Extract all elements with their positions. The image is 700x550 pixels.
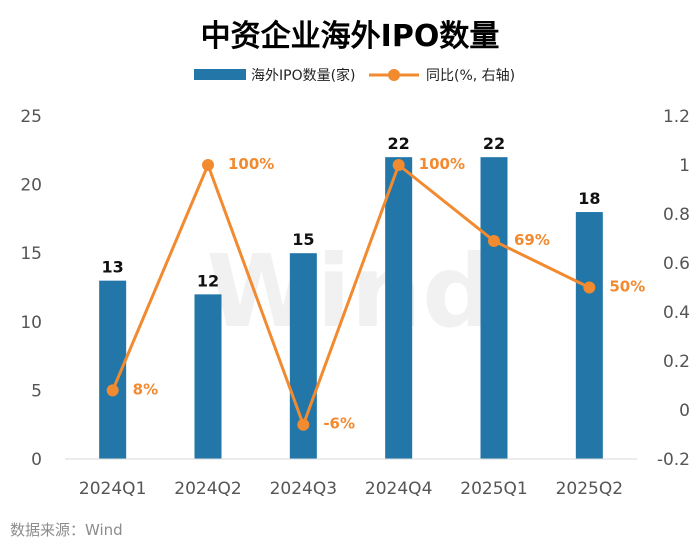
line-value-label: 8%: [133, 380, 158, 398]
right-axis-tick-label: 0.6: [663, 254, 690, 274]
legend-bar-label: 海外IPO数量(家): [251, 67, 356, 84]
bar-value-label: 22: [388, 134, 410, 153]
left-axis-tick-label: 0: [31, 450, 42, 470]
legend-line-marker: [388, 69, 400, 81]
line-series: 8% 100% -6% 100% 69% 50%: [106, 155, 645, 433]
right-axis-tick-label: 0: [679, 401, 690, 421]
line-point: [392, 159, 405, 171]
chart-title: 中资企业海外IPO数量: [201, 19, 500, 54]
right-axis-tick-label: 0.8: [663, 205, 690, 225]
line-value-label: 69%: [514, 231, 550, 249]
bar: [480, 157, 508, 459]
line-value-label: 50%: [609, 278, 645, 296]
line-value-label: -6%: [323, 415, 355, 433]
bar-value-label: 22: [483, 134, 505, 153]
bar-value-label: 18: [578, 189, 600, 208]
right-axis-tick-label: 1.2: [663, 107, 690, 127]
left-axis-tick-label: 10: [20, 313, 42, 333]
left-axis-tick-label: 20: [20, 176, 42, 196]
right-axis: -0.2 0 0.2 0.4 0.6 0.8 1 1.2: [657, 107, 690, 470]
line-point: [583, 281, 596, 294]
legend: 海外IPO数量(家) 同比(%, 右轴): [194, 67, 515, 84]
line-value-label: 100%: [419, 155, 465, 173]
source-note: 数据来源：Wind: [10, 521, 123, 539]
bar: [575, 212, 603, 459]
line-point: [202, 159, 214, 171]
right-axis-tick-label: 0.2: [663, 352, 690, 372]
x-axis-tick-label: 2025Q1: [460, 479, 527, 499]
bar-value-label: 15: [292, 230, 314, 249]
x-axis-tick-label: 2024Q2: [174, 479, 241, 499]
bar-value-label: 12: [197, 271, 219, 290]
left-axis: 0 5 10 15 20 25: [20, 107, 42, 470]
line-point: [106, 384, 119, 397]
left-axis-tick-label: 15: [20, 244, 42, 264]
bar: [194, 294, 222, 459]
bar-value-label: 13: [102, 258, 124, 277]
x-axis-tick-label: 2024Q3: [270, 479, 337, 499]
legend-line-label: 同比(%, 右轴): [426, 68, 515, 84]
left-axis-tick-label: 5: [31, 381, 42, 401]
line-point: [297, 418, 310, 431]
line-point: [488, 234, 500, 247]
right-axis-tick-label: 0.4: [663, 303, 690, 323]
x-axis-tick-label: 2025Q2: [556, 479, 623, 499]
watermark: Wind: [206, 233, 493, 350]
line-value-label: 100%: [228, 155, 274, 173]
x-axis-tick-label: 2024Q4: [365, 479, 432, 499]
left-axis-tick-label: 25: [20, 107, 42, 127]
legend-bar-swatch: [194, 69, 246, 80]
right-axis-tick-label: -0.2: [657, 450, 690, 470]
right-axis-tick-label: 1: [679, 156, 690, 176]
bar: [385, 157, 413, 459]
x-axis: 2024Q1 2024Q2 2024Q3 2024Q4 2025Q1 2025Q2: [79, 479, 623, 499]
series-line: [111, 163, 590, 427]
bar-series: 13 12 15 22 22 18: [99, 134, 603, 459]
x-axis-tick-label: 2024Q1: [79, 479, 146, 499]
